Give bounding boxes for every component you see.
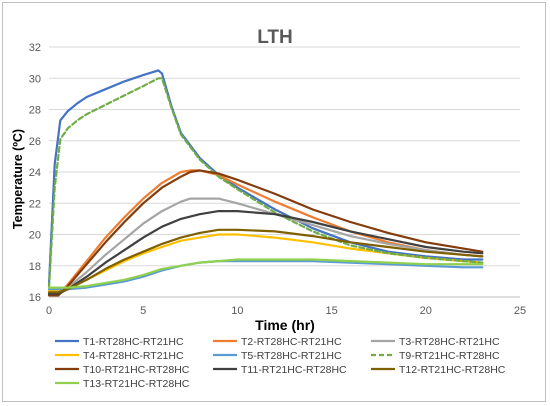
line-chart: LTH 16 18 20 22 24 26 28 30 32 0 5 10 15 20 25 Time (… <box>11 27 526 390</box>
legend-label: T5-RT28HC-RT21HC <box>241 350 342 362</box>
y-tick-label: 28 <box>29 105 41 117</box>
gridlines <box>49 46 520 298</box>
series-line <box>47 210 484 295</box>
x-tick-label: 25 <box>514 305 526 317</box>
x-tick-label: 20 <box>420 305 432 317</box>
y-tick-label: 22 <box>29 198 41 210</box>
y-tick-label: 32 <box>29 42 41 54</box>
y-tick-label: 18 <box>29 261 41 273</box>
series-line <box>47 258 484 289</box>
x-axis-title: Time (hr) <box>255 317 315 333</box>
y-tick-label: 24 <box>29 167 41 179</box>
series-layer <box>47 69 484 297</box>
series-line <box>47 197 484 295</box>
series-line <box>47 169 484 297</box>
legend-label: T3-RT28HC-RT21HC <box>399 336 500 348</box>
legend: T1-RT28HC-RT21HC T2-RT28HC-RT21HC T3-RT28H… <box>55 336 506 390</box>
legend-label: T12-RT21HC-RT28HC <box>399 364 506 376</box>
y-tick-label: 26 <box>29 136 41 148</box>
legend-label: T4-RT28HC-RT21HC <box>83 350 184 362</box>
legend-label: T13-RT21HC-RT28HC <box>83 378 190 390</box>
legend-label: T11-RT21HC-RT28HC <box>241 364 347 376</box>
y-tick-label: 16 <box>29 292 41 304</box>
x-tick-labels: 0 5 10 15 20 25 <box>46 305 526 317</box>
y-tick-label: 30 <box>29 73 41 85</box>
legend-label: T2-RT28HC-RT21HC <box>241 336 342 348</box>
y-tick-labels: 16 18 20 22 24 26 28 30 32 <box>29 42 41 304</box>
series-line <box>47 228 484 294</box>
x-tick-label: 0 <box>46 305 52 317</box>
series-line <box>47 69 484 286</box>
x-tick-label: 10 <box>231 305 243 317</box>
legend-label: T1-RT28HC-RT21HC <box>83 336 184 348</box>
x-tick-label: 5 <box>140 305 146 317</box>
y-tick-label: 20 <box>29 230 41 242</box>
legend-label: T9-RT21HC-RT28HC <box>399 350 500 362</box>
y-axis-title: Temperature (ºC) <box>11 129 25 229</box>
series-line <box>47 77 484 289</box>
chart-frame: LTH 16 18 20 22 24 26 28 30 32 0 5 10 15 20 25 Time (… <box>2 2 546 402</box>
x-tick-label: 15 <box>325 305 337 317</box>
chart-title: LTH <box>257 27 293 48</box>
legend-label: T10-RT21HC-RT28HC <box>83 364 190 376</box>
